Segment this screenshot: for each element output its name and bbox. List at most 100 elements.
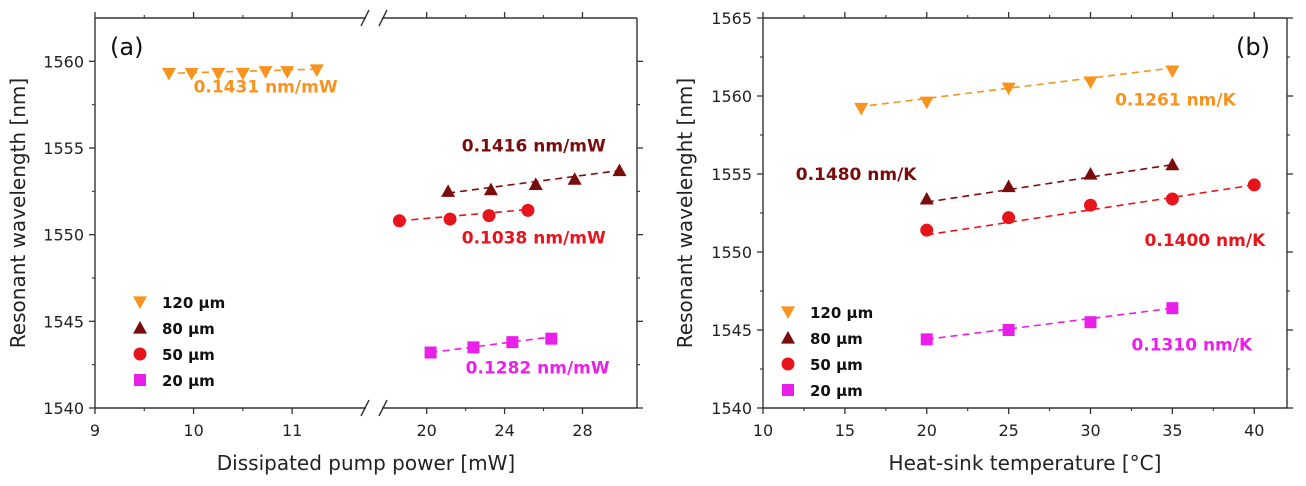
fit-line xyxy=(430,336,552,354)
y-axis-title: Resonant wavelenght [nm] xyxy=(673,78,697,348)
legend-label: 80 µm xyxy=(162,320,215,338)
legend-marker xyxy=(781,357,795,371)
legend-label: 50 µm xyxy=(810,356,863,374)
y-tick-label: 1560 xyxy=(711,87,752,106)
y-tick-label: 1555 xyxy=(43,139,84,158)
data-point xyxy=(443,212,457,226)
legend-label: 80 µm xyxy=(810,330,863,348)
axis-break-mark xyxy=(360,399,370,417)
y-tick-label: 1540 xyxy=(43,399,84,418)
series-80um: 0.1480 nm/K xyxy=(796,157,1180,205)
y-tick-label: 1565 xyxy=(711,9,752,28)
data-point xyxy=(612,163,627,177)
legend-marker xyxy=(133,321,147,334)
series-80um: 0.1416 nm/mW xyxy=(441,136,627,197)
slope-label: 0.1416 nm/mW xyxy=(462,136,606,156)
fit-line xyxy=(857,67,1173,108)
data-point xyxy=(1165,157,1180,171)
slope-label: 0.1480 nm/K xyxy=(796,165,918,185)
x-axis-title: Dissipated pump power [mW] xyxy=(217,451,515,475)
x-tick-label: 30 xyxy=(1080,421,1100,440)
axis-break-top xyxy=(360,9,388,27)
x-tick-label: 20 xyxy=(917,421,937,440)
fit-line xyxy=(926,307,1173,341)
slope-label: 0.1400 nm/K xyxy=(1145,231,1267,251)
data-point xyxy=(528,177,543,190)
panel-label: (a) xyxy=(110,33,143,61)
panel-a: 1540 1545 1550 1555 1560 9 10 11 20 24 28 Dissipate… xyxy=(6,9,643,475)
data-point xyxy=(1083,167,1098,180)
data-point xyxy=(545,332,558,345)
data-point xyxy=(506,336,519,349)
data-point xyxy=(1001,82,1016,96)
data-point xyxy=(235,67,250,81)
series-50um: 0.1400 nm/K xyxy=(920,178,1267,251)
fit-line xyxy=(926,163,1173,203)
legend: 120 µm 80 µm 50 µm 20 µm xyxy=(781,304,873,400)
slope-label: 0.1038 nm/mW xyxy=(462,228,606,248)
legend-marker xyxy=(781,331,795,344)
y-tick-label: 1550 xyxy=(711,243,752,262)
data-point xyxy=(441,184,456,197)
data-point xyxy=(483,182,498,196)
data-point xyxy=(482,209,496,223)
axis-break-mark xyxy=(378,9,388,27)
fit-line xyxy=(926,184,1255,236)
x-tick-label: 20 xyxy=(417,421,437,440)
series-50um: 0.1038 nm/mW xyxy=(392,203,606,248)
data-point xyxy=(567,172,582,185)
data-point xyxy=(392,214,406,228)
data-point xyxy=(1166,302,1179,315)
data-point xyxy=(1165,65,1180,79)
x-tick-label: 24 xyxy=(494,421,514,440)
axis-break-mark xyxy=(378,399,388,417)
legend-marker xyxy=(782,384,794,396)
legend-marker xyxy=(133,296,147,309)
data-point xyxy=(1084,198,1097,212)
data-point xyxy=(1001,179,1016,193)
data-point xyxy=(424,346,437,359)
data-point xyxy=(521,203,535,217)
y-axis-title: Resonant wavelength [nm] xyxy=(6,78,30,348)
data-point xyxy=(919,191,934,205)
fit-line xyxy=(399,208,529,222)
panel-b: 1540 1545 1550 1555 1560 1565 10 15 20 25 30 35 40 He… xyxy=(673,9,1293,475)
x-tick-label: 25 xyxy=(998,421,1018,440)
data-point xyxy=(1002,324,1015,336)
x-tick-label: 10 xyxy=(183,421,203,440)
data-point xyxy=(919,96,934,110)
x-tick-label: 40 xyxy=(1244,421,1264,440)
data-point xyxy=(920,333,933,346)
x-tick-label: 15 xyxy=(835,421,855,440)
slope-label: 0.1261 nm/K xyxy=(1115,90,1237,110)
legend-label: 20 µm xyxy=(810,382,863,400)
data-point xyxy=(184,67,199,81)
y-tick-label: 1560 xyxy=(43,52,84,71)
slope-label: 0.1310 nm/K xyxy=(1131,335,1253,355)
panel-label: (b) xyxy=(1236,33,1270,61)
data-point xyxy=(1165,192,1179,206)
axis-break-mark xyxy=(360,9,370,27)
series-120um: 0.1431 nm/mW xyxy=(161,64,338,98)
x-tick-label: 35 xyxy=(1162,421,1182,440)
y-tick-label: 1545 xyxy=(43,312,84,331)
x-tick-label: 10 xyxy=(753,421,773,440)
data-point xyxy=(211,67,226,81)
legend-label: 120 µm xyxy=(162,294,225,312)
legend-marker xyxy=(134,374,146,386)
series-120um: 0.1261 nm/K xyxy=(854,65,1237,116)
series-20um: 0.1310 nm/K xyxy=(920,302,1253,355)
data-point xyxy=(1083,76,1098,89)
y-tick-label: 1555 xyxy=(711,165,752,184)
x-axis-title: Heat-sink temperature [°C] xyxy=(889,451,1162,475)
legend-marker xyxy=(133,347,147,361)
legend-marker xyxy=(781,306,795,319)
slope-label: 0.1282 nm/mW xyxy=(466,358,610,378)
data-point xyxy=(467,341,480,354)
series-20um: 0.1282 nm/mW xyxy=(424,332,610,378)
data-point xyxy=(309,64,324,77)
x-tick-label: 9 xyxy=(90,421,100,440)
legend-label: 120 µm xyxy=(810,304,873,322)
